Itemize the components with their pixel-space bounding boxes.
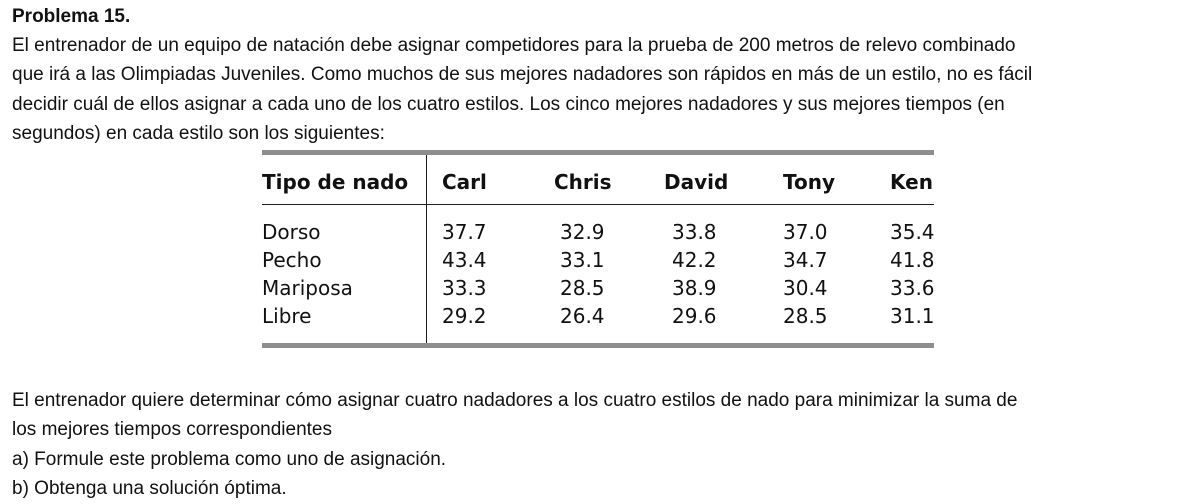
table-cell: 33.3 — [442, 276, 487, 300]
table-cell: 31.1 — [890, 304, 935, 328]
closing-line: El entrenador quiere determinar cómo asi… — [12, 390, 1018, 411]
table-cell: 28.5 — [560, 276, 605, 300]
table-header-stroke: Tipo de nado — [262, 170, 409, 194]
table-row-label: Dorso — [262, 220, 321, 244]
table-header-swimmer: Carl — [442, 170, 487, 194]
intro-line: segundos) en cada estilo son los siguien… — [12, 123, 385, 145]
table-cell: 32.9 — [560, 220, 605, 244]
closing-line: los mejores tiempos correspondientes — [12, 419, 332, 441]
problem-title: Problema 15. — [12, 6, 131, 27]
table-row-label: Pecho — [262, 248, 322, 272]
table-header-swimmer: Tony — [783, 170, 836, 194]
table-cell: 35.4 — [890, 220, 935, 244]
question-a: a) Formule este problema como uno de asi… — [12, 448, 447, 470]
closing-paragraph: El entrenador quiere determinar cómo asi… — [12, 386, 1017, 504]
table-column-divider — [426, 155, 427, 343]
table-cell: 41.8 — [890, 248, 935, 272]
table-header-swimmer: Ken — [890, 170, 933, 194]
table-cell: 43.4 — [442, 248, 487, 272]
table-row-label: Mariposa — [262, 276, 353, 300]
question-b: b) Obtenga una solución óptima. — [12, 478, 287, 500]
table-header-swimmer: Chris — [554, 170, 612, 194]
table-cell: 34.7 — [783, 248, 828, 272]
table-cell: 33.1 — [560, 248, 605, 272]
table-cell: 42.2 — [672, 248, 717, 272]
table-bottom-rule — [262, 343, 934, 348]
table-cell: 37.7 — [442, 220, 487, 244]
table-cell: 33.8 — [672, 220, 717, 244]
table-cell: 26.4 — [560, 304, 605, 328]
table-cell: 37.0 — [783, 220, 828, 244]
table-cell: 38.9 — [672, 276, 717, 300]
table-header-swimmer: David — [664, 170, 729, 194]
table-cell: 33.6 — [890, 276, 935, 300]
intro-paragraph: El entrenador de un equipo de natación d… — [12, 31, 1032, 149]
intro-line: decidir cuál de ellos asignar a cada uno… — [12, 93, 1005, 115]
table-cell: 29.6 — [672, 304, 717, 328]
table-top-rule — [262, 150, 934, 155]
table-row-label: Libre — [262, 304, 312, 328]
intro-line: que irá a las Olimpiadas Juveniles. Como… — [12, 64, 1033, 86]
swim-times-table: Tipo de nado Carl Chris David Tony Ken D… — [262, 150, 935, 348]
table-cell: 30.4 — [783, 276, 828, 300]
table-cell: 29.2 — [442, 304, 487, 328]
intro-line: El entrenador de un equipo de natación d… — [12, 35, 1016, 56]
table-header-rule — [262, 204, 934, 205]
table-cell: 28.5 — [783, 304, 828, 328]
